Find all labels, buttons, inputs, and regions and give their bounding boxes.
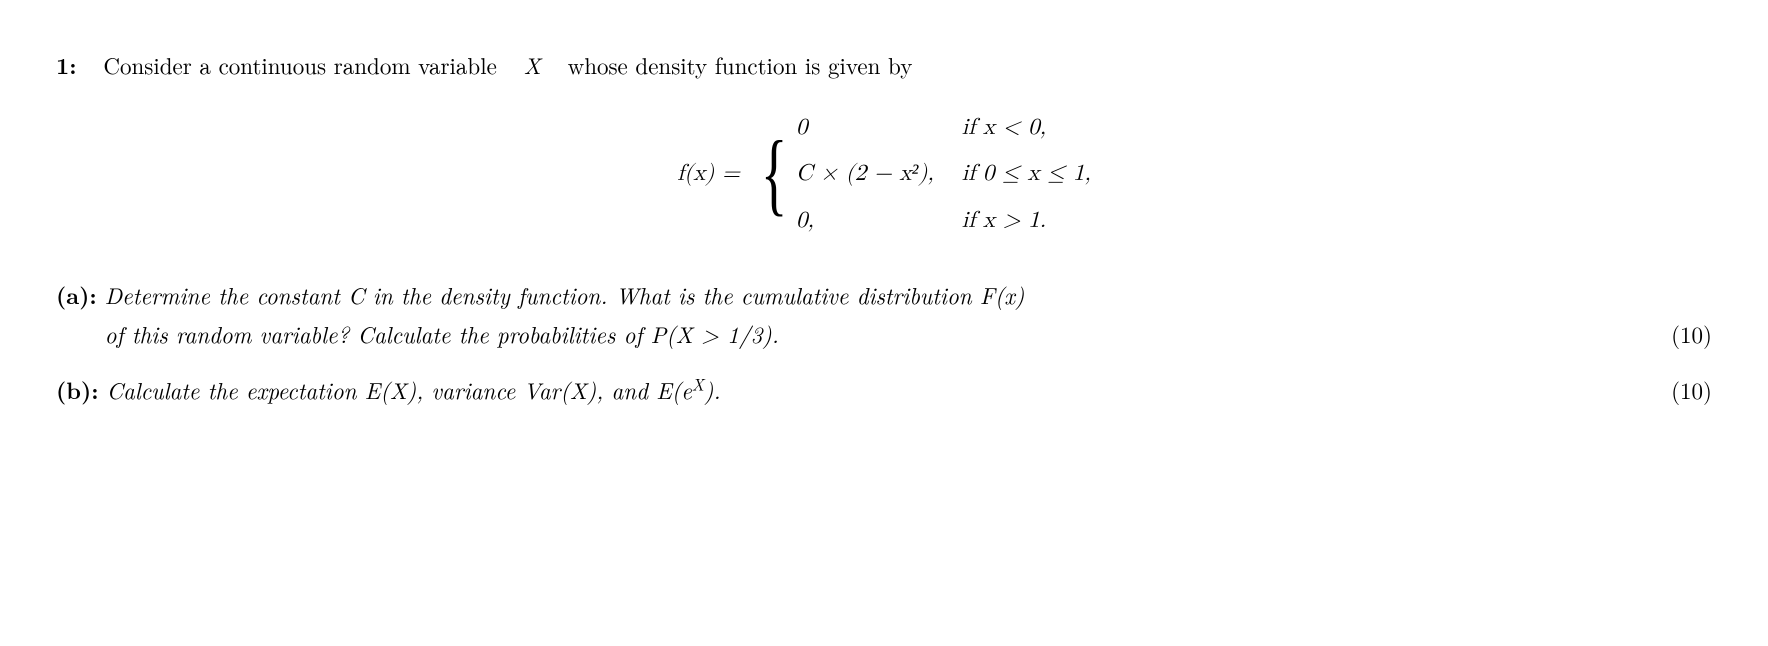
part-a: (a): Determine the constant C in the den… (56, 278, 1712, 351)
part-a-line1: Determine the constant C in the density … (105, 278, 1025, 311)
part-b-text-suffix: ). (704, 373, 720, 406)
part-a-line2: of this random variable? Calculate the p… (105, 317, 779, 352)
case-2-condition: if x > 1. (962, 204, 1091, 239)
equation-lhs: f(x) = (677, 157, 740, 192)
problem-intro: 1: Consider a continuous random variable… (56, 48, 1712, 83)
intro-text-2: whose density function is given by (568, 48, 913, 81)
part-b-text-prefix: Calculate the expectation E(X), variance… (107, 373, 692, 406)
case-1-value: C × (2 − x²), (796, 157, 934, 192)
case-2-value: 0, (796, 204, 934, 239)
density-equation: f(x) = { 0 if x < 0, C × (2 − x²), if 0 … (56, 111, 1712, 239)
case-0-value: 0 (796, 111, 934, 146)
case-0-condition: if x < 0, (962, 111, 1091, 146)
part-b-text: Calculate the expectation E(X), variance… (107, 373, 721, 408)
part-b-points: (10) (1651, 373, 1712, 408)
piecewise-cases: 0 if x < 0, C × (2 − x²), if 0 ≤ x ≤ 1, … (796, 111, 1091, 239)
part-b-label: (b): (56, 373, 99, 408)
intro-text-1: Consider a continuous random variable (103, 48, 496, 81)
problem-number: 1: (56, 48, 77, 81)
variable-x: X (524, 48, 541, 81)
case-1-condition: if 0 ≤ x ≤ 1, (962, 157, 1091, 192)
part-a-points: (10) (1651, 317, 1712, 352)
left-brace: { (761, 137, 788, 211)
part-a-label: (a): (56, 278, 97, 313)
part-b: (b): Calculate the expectation E(X), var… (56, 373, 1712, 408)
part-b-exp: X (692, 371, 704, 395)
